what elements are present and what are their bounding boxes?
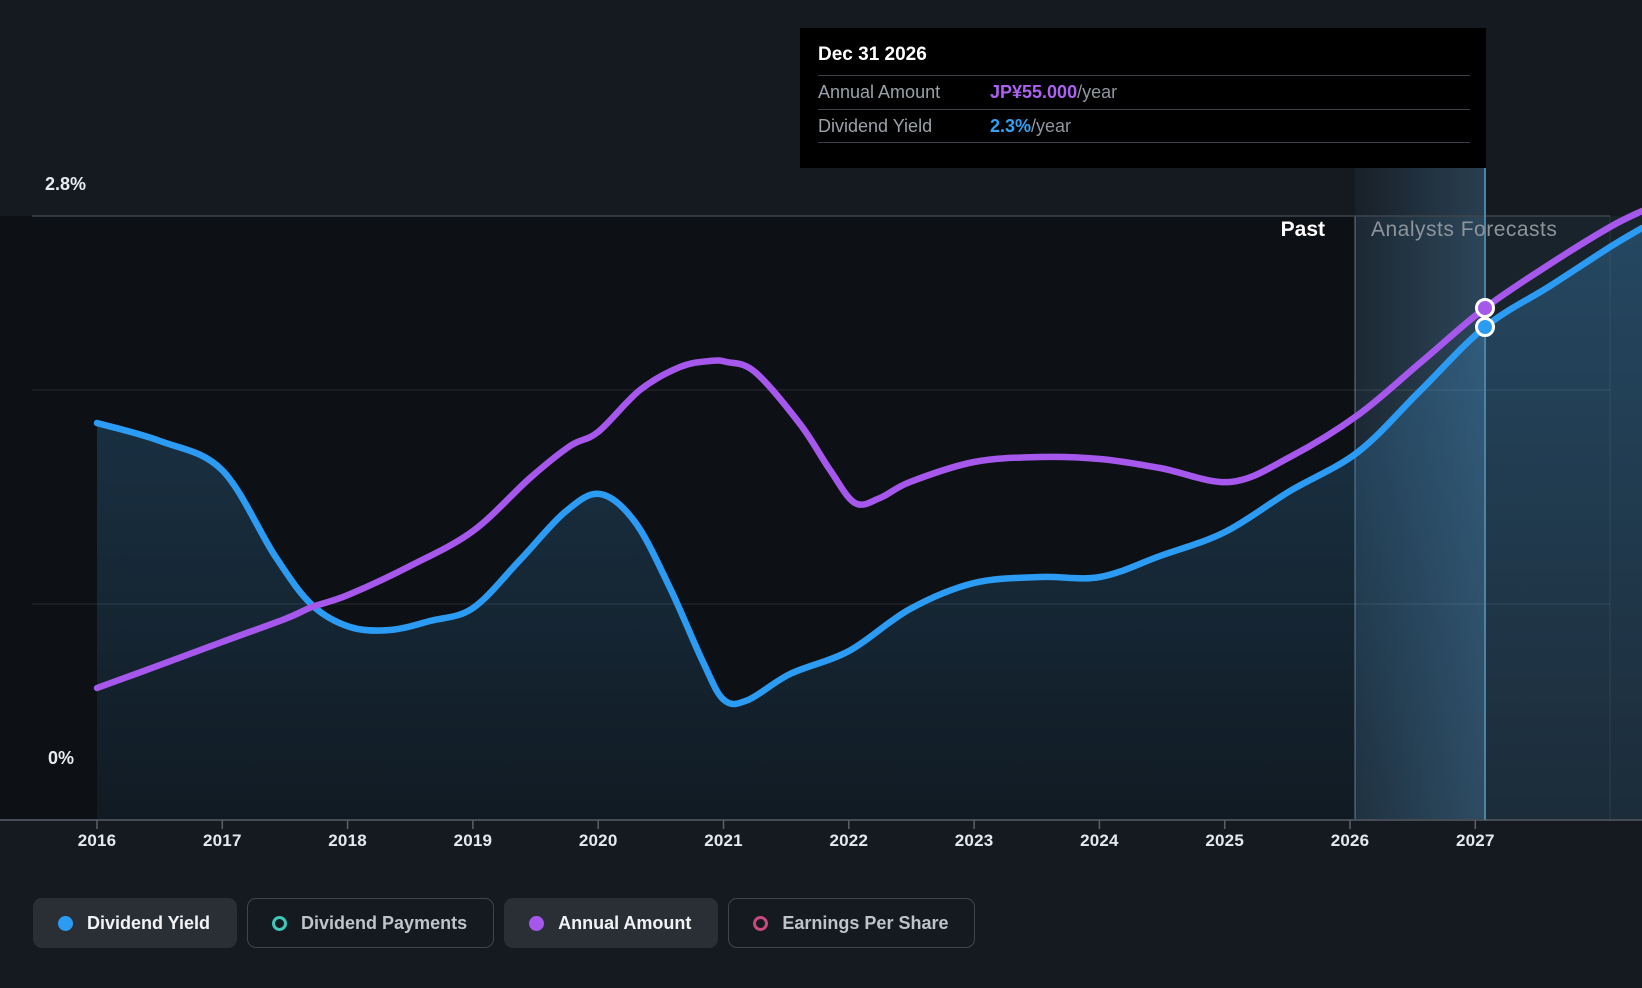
x-axis-ticks xyxy=(96,820,1477,829)
x-axis-label-2017: 2017 xyxy=(202,831,242,850)
x-axis-label-2022: 2022 xyxy=(829,831,869,850)
tooltip-value-dividend-yield: 2.3% xyxy=(990,115,1032,136)
dividend-yield-line[interactable] xyxy=(93,224,1642,708)
x-axis-label-2023: 2023 xyxy=(954,831,994,850)
tooltip-label: Annual Amount xyxy=(818,82,941,102)
legend-label: Annual Amount xyxy=(558,912,692,933)
y-axis-zero-label: 0% xyxy=(48,748,75,768)
past-region-label: Past xyxy=(1280,218,1325,241)
legend-dot-icon xyxy=(58,915,73,931)
tooltip-value-annual-amount: JP¥55.000 xyxy=(990,82,1078,102)
annual-amount-line[interactable] xyxy=(93,207,1642,692)
legend-label: Dividend Payments xyxy=(301,912,468,933)
forecast-region-label: Analysts Forecasts xyxy=(1371,218,1558,241)
annual-amount-marker xyxy=(1475,298,1495,318)
tooltip-row-dividend-yield: Dividend Yield 2.3% /year xyxy=(818,109,1470,143)
y-axis-max-label: 2.8% xyxy=(45,174,87,194)
chart-legend: Dividend Yield Dividend Payments Annual Am… xyxy=(33,898,976,948)
tooltip-label: Dividend Yield xyxy=(818,115,933,136)
legend-label: Earnings Per Share xyxy=(782,912,949,933)
legend-button-earnings-per-share[interactable]: Earnings Per Share xyxy=(728,898,976,948)
tooltip-date: Dec 31 2026 xyxy=(818,44,927,65)
x-axis-label-2025: 2025 xyxy=(1205,831,1244,850)
legend-button-dividend-payments[interactable]: Dividend Payments xyxy=(247,898,495,948)
legend-button-annual-amount[interactable]: Annual Amount xyxy=(504,898,719,948)
x-axis-label-2021: 2021 xyxy=(704,831,743,850)
x-axis-label-2018: 2018 xyxy=(328,831,367,850)
x-axis-label-2024: 2024 xyxy=(1080,831,1119,850)
tooltip-suffix: /year xyxy=(1031,115,1072,136)
legend-dot-icon xyxy=(529,915,545,931)
legend-ring-icon xyxy=(272,915,288,931)
legend-ring-icon xyxy=(753,915,769,931)
dividend-yield-marker xyxy=(1475,317,1495,337)
chart-tooltip: Dec 31 2026 Annual Amount JP¥55.000 /yea… xyxy=(800,28,1486,168)
x-axis-label-2020: 2020 xyxy=(578,831,618,850)
x-axis-label-2016: 2016 xyxy=(77,831,117,850)
tooltip-suffix: /year xyxy=(1077,82,1118,102)
legend-button-dividend-yield[interactable]: Dividend Yield xyxy=(33,898,238,948)
x-axis-label-2026: 2026 xyxy=(1330,831,1370,850)
x-axis-label-2027: 2027 xyxy=(1455,831,1495,850)
legend-label: Dividend Yield xyxy=(87,912,211,933)
dividend-yield-area-fill xyxy=(97,228,1642,820)
x-axis-label-2019: 2019 xyxy=(453,831,493,850)
tooltip-row-annual-amount: Annual Amount JP¥55.000 /year xyxy=(818,75,1470,109)
